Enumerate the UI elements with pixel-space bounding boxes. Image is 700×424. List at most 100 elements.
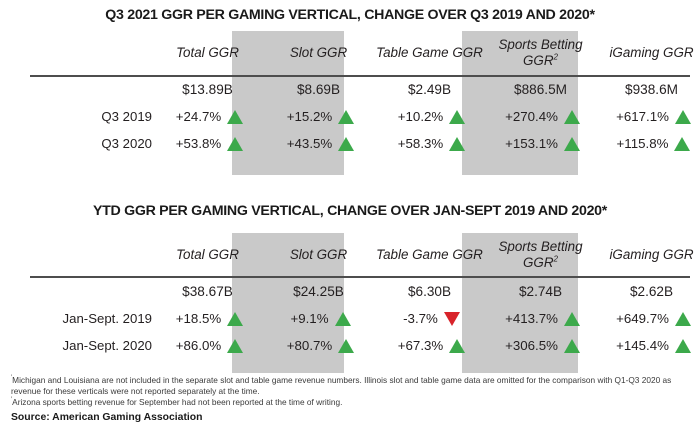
total-value-slot-ggr: $8.69B xyxy=(296,81,341,97)
triangle-up-icon xyxy=(227,136,244,151)
triangle-up-icon xyxy=(563,338,580,353)
row-label xyxy=(0,277,152,305)
column-header-igaming-ggr: iGaming GGR xyxy=(596,31,700,75)
cell-sports-betting-ggr: +413.7% xyxy=(485,305,596,332)
corner-cell xyxy=(0,233,152,277)
change-value: +306.5% xyxy=(505,338,558,353)
row-label: Q3 2020 xyxy=(101,136,152,151)
column-header-sports-betting-ggr: Sports Betting GGR2 xyxy=(485,31,596,75)
table-2-title: YTD GGR PER GAMING VERTICAL, CHANGE OVER… xyxy=(93,203,607,219)
change-value: +67.3% xyxy=(397,338,444,353)
cell-igaming-ggr: +617.1% xyxy=(596,103,700,130)
change-value: -3.7% xyxy=(403,311,438,326)
footnote-2-text: Arizona sports betting revenue for Septe… xyxy=(12,396,343,407)
source-line: Source: American Gaming Association xyxy=(11,411,203,423)
triangle-up-icon xyxy=(674,311,691,326)
footnote-marker: 2 xyxy=(553,52,558,62)
footnote-1: ′Michigan and Louisiana are not included… xyxy=(11,375,689,397)
cell-slot-ggr: +80.7% xyxy=(263,332,374,359)
row-label xyxy=(0,75,152,103)
table-2-header-rule xyxy=(30,276,690,278)
change-value: +145.4% xyxy=(616,338,669,353)
triangle-up-icon xyxy=(338,109,355,124)
triangle-up-icon xyxy=(563,136,580,151)
table-row: Q3 2020 +53.8% +43.5% +58.3% +153.1% +11… xyxy=(0,130,700,157)
row-label: Q3 2019 xyxy=(101,109,152,124)
table-2-totals-row: $38.67B $24.25B $6.30B $2.74B $2.62B xyxy=(0,277,700,305)
column-header-label: iGaming GGR xyxy=(609,247,694,263)
change-value: +58.3% xyxy=(397,136,444,151)
column-header-label: Total GGR xyxy=(176,45,239,61)
change-value: +617.1% xyxy=(616,109,669,124)
triangle-up-icon xyxy=(563,109,580,124)
table-row: Jan-Sept. 2020 +86.0% +80.7% +67.3% +306… xyxy=(0,332,700,359)
change-value: +15.2% xyxy=(286,109,333,124)
total-value-igaming-ggr: $938.6M xyxy=(625,81,678,97)
table-1-totals-row: $13.89B $8.69B $2.49B $886.5M $938.6M xyxy=(0,75,700,103)
table-1-header-row: Total GGR Slot GGR Table Game GGR Sports… xyxy=(0,31,700,75)
highlight-band-sports-betting-ggr-table1 xyxy=(462,31,578,175)
footnote-2: ′Arizona sports betting revenue for Sept… xyxy=(11,397,689,408)
triangle-up-icon xyxy=(449,109,466,124)
triangle-up-icon xyxy=(674,338,691,353)
column-header-label: Sports Betting GGR xyxy=(498,239,583,270)
change-value: +86.0% xyxy=(175,338,222,353)
highlight-band-sports-betting-ggr-table2 xyxy=(462,233,578,373)
cell-total-ggr: +18.5% xyxy=(152,305,263,332)
column-header-label: Table Game GGR xyxy=(376,45,483,61)
column-header-label: Sports Betting GGR xyxy=(498,37,583,68)
cell-table-game-ggr: +10.2% xyxy=(374,103,485,130)
change-value: +115.8% xyxy=(616,136,669,151)
row-label: Jan-Sept. 2019 xyxy=(62,311,152,326)
footnote-marker: 2 xyxy=(553,254,558,264)
column-header-label: Slot GGR xyxy=(289,45,348,61)
total-value-sports-betting-ggr: $2.74B xyxy=(518,283,563,299)
cell-total-ggr: +24.7% xyxy=(152,103,263,130)
triangle-up-icon xyxy=(449,338,466,353)
triangle-up-icon xyxy=(674,109,691,124)
cell-slot-ggr: +43.5% xyxy=(263,130,374,157)
cell-total-ggr: +86.0% xyxy=(152,332,263,359)
change-value: +649.7% xyxy=(616,311,669,326)
cell-sports-betting-ggr: +306.5% xyxy=(485,332,596,359)
column-header-table-game-ggr: Table Game GGR xyxy=(374,233,485,277)
triangle-up-icon xyxy=(227,338,244,353)
change-value: +53.8% xyxy=(175,136,222,151)
triangle-up-icon xyxy=(338,338,355,353)
total-value-table-game-ggr: $2.49B xyxy=(407,81,452,97)
cell-table-game-ggr: +67.3% xyxy=(374,332,485,359)
column-header-label: Slot GGR xyxy=(289,247,348,263)
triangle-up-icon xyxy=(227,109,244,124)
triangle-up-icon xyxy=(334,311,351,326)
change-value: +10.2% xyxy=(397,109,444,124)
triangle-up-icon xyxy=(563,311,580,326)
change-value: +153.1% xyxy=(505,136,558,151)
total-value-slot-ggr: $24.25B xyxy=(293,283,344,299)
table-2: Total GGR Slot GGR Table Game GGR Sports… xyxy=(0,233,700,359)
column-header-total-ggr: Total GGR xyxy=(152,31,263,75)
change-value: +413.7% xyxy=(505,311,558,326)
cell-sports-betting-ggr: +153.1% xyxy=(485,130,596,157)
change-value: +270.4% xyxy=(505,109,558,124)
triangle-up-icon xyxy=(449,136,466,151)
column-header-sports-betting-ggr: Sports Betting GGR2 xyxy=(485,233,596,277)
row-label: Jan-Sept. 2020 xyxy=(62,338,152,353)
cell-igaming-ggr: +145.4% xyxy=(596,332,700,359)
column-header-total-ggr: Total GGR xyxy=(152,233,263,277)
table-2-header-row: Total GGR Slot GGR Table Game GGR Sports… xyxy=(0,233,700,277)
column-header-slot-ggr: Slot GGR xyxy=(263,233,374,277)
total-value-table-game-ggr: $6.30B xyxy=(407,283,452,299)
column-header-label: Total GGR xyxy=(176,247,239,263)
triangle-up-icon xyxy=(227,311,244,326)
cell-slot-ggr: +15.2% xyxy=(263,103,374,130)
triangle-up-icon xyxy=(338,136,355,151)
footnote-1-text: Michigan and Louisiana are not included … xyxy=(11,375,672,396)
total-value-sports-betting-ggr: $886.5M xyxy=(514,81,567,97)
table-row: Q3 2019 +24.7% +15.2% +10.2% +270.4% +61… xyxy=(0,103,700,130)
highlight-band-slot-ggr-table1 xyxy=(232,31,344,175)
change-value: +80.7% xyxy=(286,338,333,353)
cell-sports-betting-ggr: +270.4% xyxy=(485,103,596,130)
column-header-slot-ggr: Slot GGR xyxy=(263,31,374,75)
table-row: Jan-Sept. 2019 +18.5% +9.1% -3.7% +413.7… xyxy=(0,305,700,332)
